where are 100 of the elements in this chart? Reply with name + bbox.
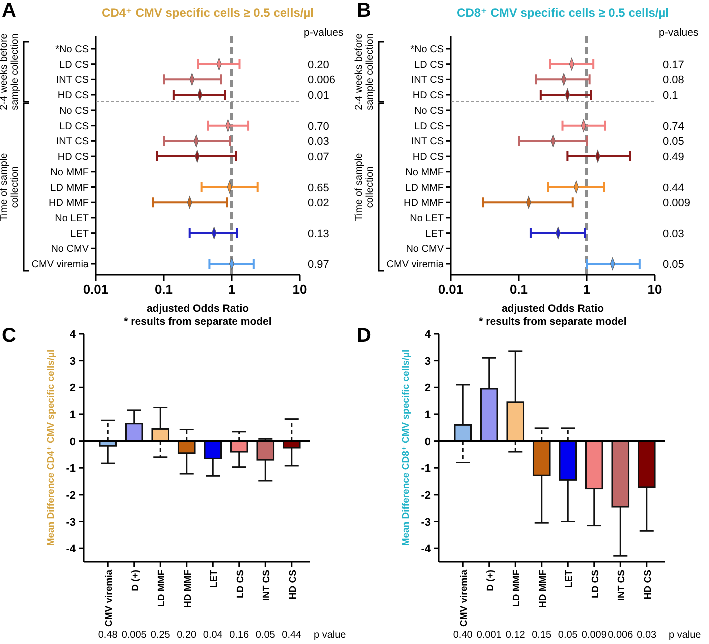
x-tick-label: INT CS bbox=[616, 570, 628, 602]
y-tick-label: No MMF bbox=[50, 167, 89, 178]
text: 0.05 bbox=[663, 136, 684, 148]
x-tick-label: 1 bbox=[228, 282, 236, 297]
text: 0.65 bbox=[308, 182, 330, 194]
text: 0.16 bbox=[230, 630, 250, 641]
y-tick-label: No CMV bbox=[406, 244, 444, 256]
y-tick-label: 1 bbox=[424, 409, 431, 422]
text: B bbox=[357, 0, 372, 22]
text: 0.03 bbox=[663, 228, 684, 240]
chart-title: CD8⁺ CMV specific cells ≥ 0.5 cells/µl bbox=[457, 6, 669, 20]
text: 0.07 bbox=[308, 152, 330, 164]
y-tick-label: -2 bbox=[421, 490, 431, 502]
text: 0.15 bbox=[532, 630, 552, 641]
y-tick-label: HD CS bbox=[412, 152, 444, 164]
text: 0.70 bbox=[308, 120, 330, 133]
y-tick-label: -2 bbox=[66, 490, 76, 502]
text: 0.04 bbox=[203, 630, 224, 641]
y-tick-label: *No CS bbox=[56, 44, 90, 56]
text: 0.009 bbox=[663, 198, 691, 210]
text: Time of sample collection bbox=[0, 152, 21, 222]
y-tick-label: LD CS bbox=[60, 121, 90, 132]
text: 0.05 bbox=[663, 259, 684, 271]
y-tick-label: HD CS bbox=[58, 152, 90, 164]
text: 2-4 weeks before sample collection bbox=[354, 33, 376, 110]
text: 0.49 bbox=[663, 152, 684, 164]
y-tick-label: LD MMF bbox=[406, 182, 444, 194]
y-tick-label: CMV viremia bbox=[32, 260, 90, 270]
text: 0.48 bbox=[98, 630, 118, 641]
text: 0.44 bbox=[282, 630, 302, 641]
text: p value bbox=[669, 630, 702, 641]
x-tick-label: 0.01 bbox=[83, 282, 109, 297]
x-tick-label: 10 bbox=[648, 282, 662, 297]
x-tick-label: D (+) bbox=[130, 570, 142, 592]
y-tick-label: LET bbox=[70, 228, 89, 240]
text: 0.006 bbox=[608, 630, 634, 641]
text: 0.02 bbox=[308, 198, 330, 210]
y-axis-title: Mean Difference CD8⁺ CMV specific cells/µl bbox=[401, 350, 412, 546]
x-tick-label: LET bbox=[209, 570, 220, 588]
x-tick-label: LD MMF bbox=[156, 570, 168, 607]
text: 0.03 bbox=[308, 136, 330, 148]
text: 0.25 bbox=[150, 630, 171, 641]
x-tick-label: LET bbox=[564, 570, 576, 588]
y-tick-label: -3 bbox=[421, 516, 431, 529]
x-tick-label: HD MMF bbox=[182, 570, 194, 608]
y-tick-label: 4 bbox=[424, 329, 432, 341]
text: 0.12 bbox=[506, 630, 526, 641]
y-tick-label: No LET bbox=[410, 213, 444, 224]
y-tick-label: HD MMF bbox=[404, 198, 444, 210]
y-tick-label: -3 bbox=[66, 516, 76, 529]
x-axis-title: adjusted Odds Ratio bbox=[146, 303, 250, 315]
x-tick-label: 0.1 bbox=[154, 282, 174, 297]
y-tick-label: 3 bbox=[424, 356, 431, 368]
y-tick-label: INT CS bbox=[411, 136, 444, 148]
text: p value bbox=[314, 630, 347, 641]
text: 0.44 bbox=[663, 182, 684, 194]
y-tick-label: No MMF bbox=[406, 167, 444, 178]
text: 0.40 bbox=[453, 630, 474, 641]
text: 2-4 weeks before sample collection bbox=[0, 33, 21, 110]
y-tick-label: -1 bbox=[421, 463, 431, 476]
text: 0.08 bbox=[663, 74, 684, 87]
y-tick-label: HD CS bbox=[58, 90, 90, 102]
text: 0.97 bbox=[308, 259, 330, 271]
text: 0.01 bbox=[308, 90, 330, 102]
y-tick-label: 0 bbox=[70, 436, 76, 448]
text: * results from separate model bbox=[124, 316, 272, 328]
y-tick-label: HD CS bbox=[412, 90, 444, 102]
text: 0.001 bbox=[476, 630, 502, 641]
y-tick-label: 4 bbox=[70, 329, 77, 341]
y-tick-label: 3 bbox=[70, 356, 76, 368]
y-tick-label: No CS bbox=[414, 106, 444, 117]
y-tick-label: -4 bbox=[421, 544, 432, 556]
y-tick-label: LD CS bbox=[414, 121, 444, 132]
y-tick-label: -4 bbox=[66, 544, 77, 556]
text: 0.005 bbox=[122, 630, 148, 641]
text: * results from separate model bbox=[479, 316, 627, 328]
y-tick-label: CMV viremia bbox=[386, 260, 444, 270]
x-tick-label: HD CS bbox=[288, 570, 299, 600]
y-tick-label: INT CS bbox=[56, 75, 90, 86]
x-tick-label: HD MMF bbox=[538, 570, 549, 608]
text: 0.05 bbox=[256, 630, 276, 641]
x-tick-label: LD MMF bbox=[512, 570, 523, 607]
x-tick-label: D (+) bbox=[485, 570, 496, 592]
text: 0.009 bbox=[582, 630, 608, 641]
text: 0.006 bbox=[308, 74, 336, 87]
y-tick-label: HD MMF bbox=[49, 198, 89, 210]
text: 0.17 bbox=[663, 59, 684, 72]
y-tick-label: LD CS bbox=[60, 60, 90, 71]
text: 0.05 bbox=[558, 630, 578, 641]
text: 0.74 bbox=[663, 120, 684, 133]
y-tick-label: 2 bbox=[70, 382, 76, 395]
x-tick-label: INT CS bbox=[262, 570, 273, 602]
chart-title: CD4⁺ CMV specific cells ≥ 0.5 cells/µl bbox=[102, 6, 314, 20]
y-tick-label: INT CS bbox=[411, 75, 444, 86]
y-tick-label: 0 bbox=[424, 436, 431, 448]
text: 0.20 bbox=[308, 59, 330, 72]
x-axis-title: adjusted Odds Ratio bbox=[502, 303, 604, 315]
text: C bbox=[2, 325, 16, 347]
text: p-values bbox=[659, 27, 699, 39]
y-tick-label: No LET bbox=[55, 213, 89, 224]
